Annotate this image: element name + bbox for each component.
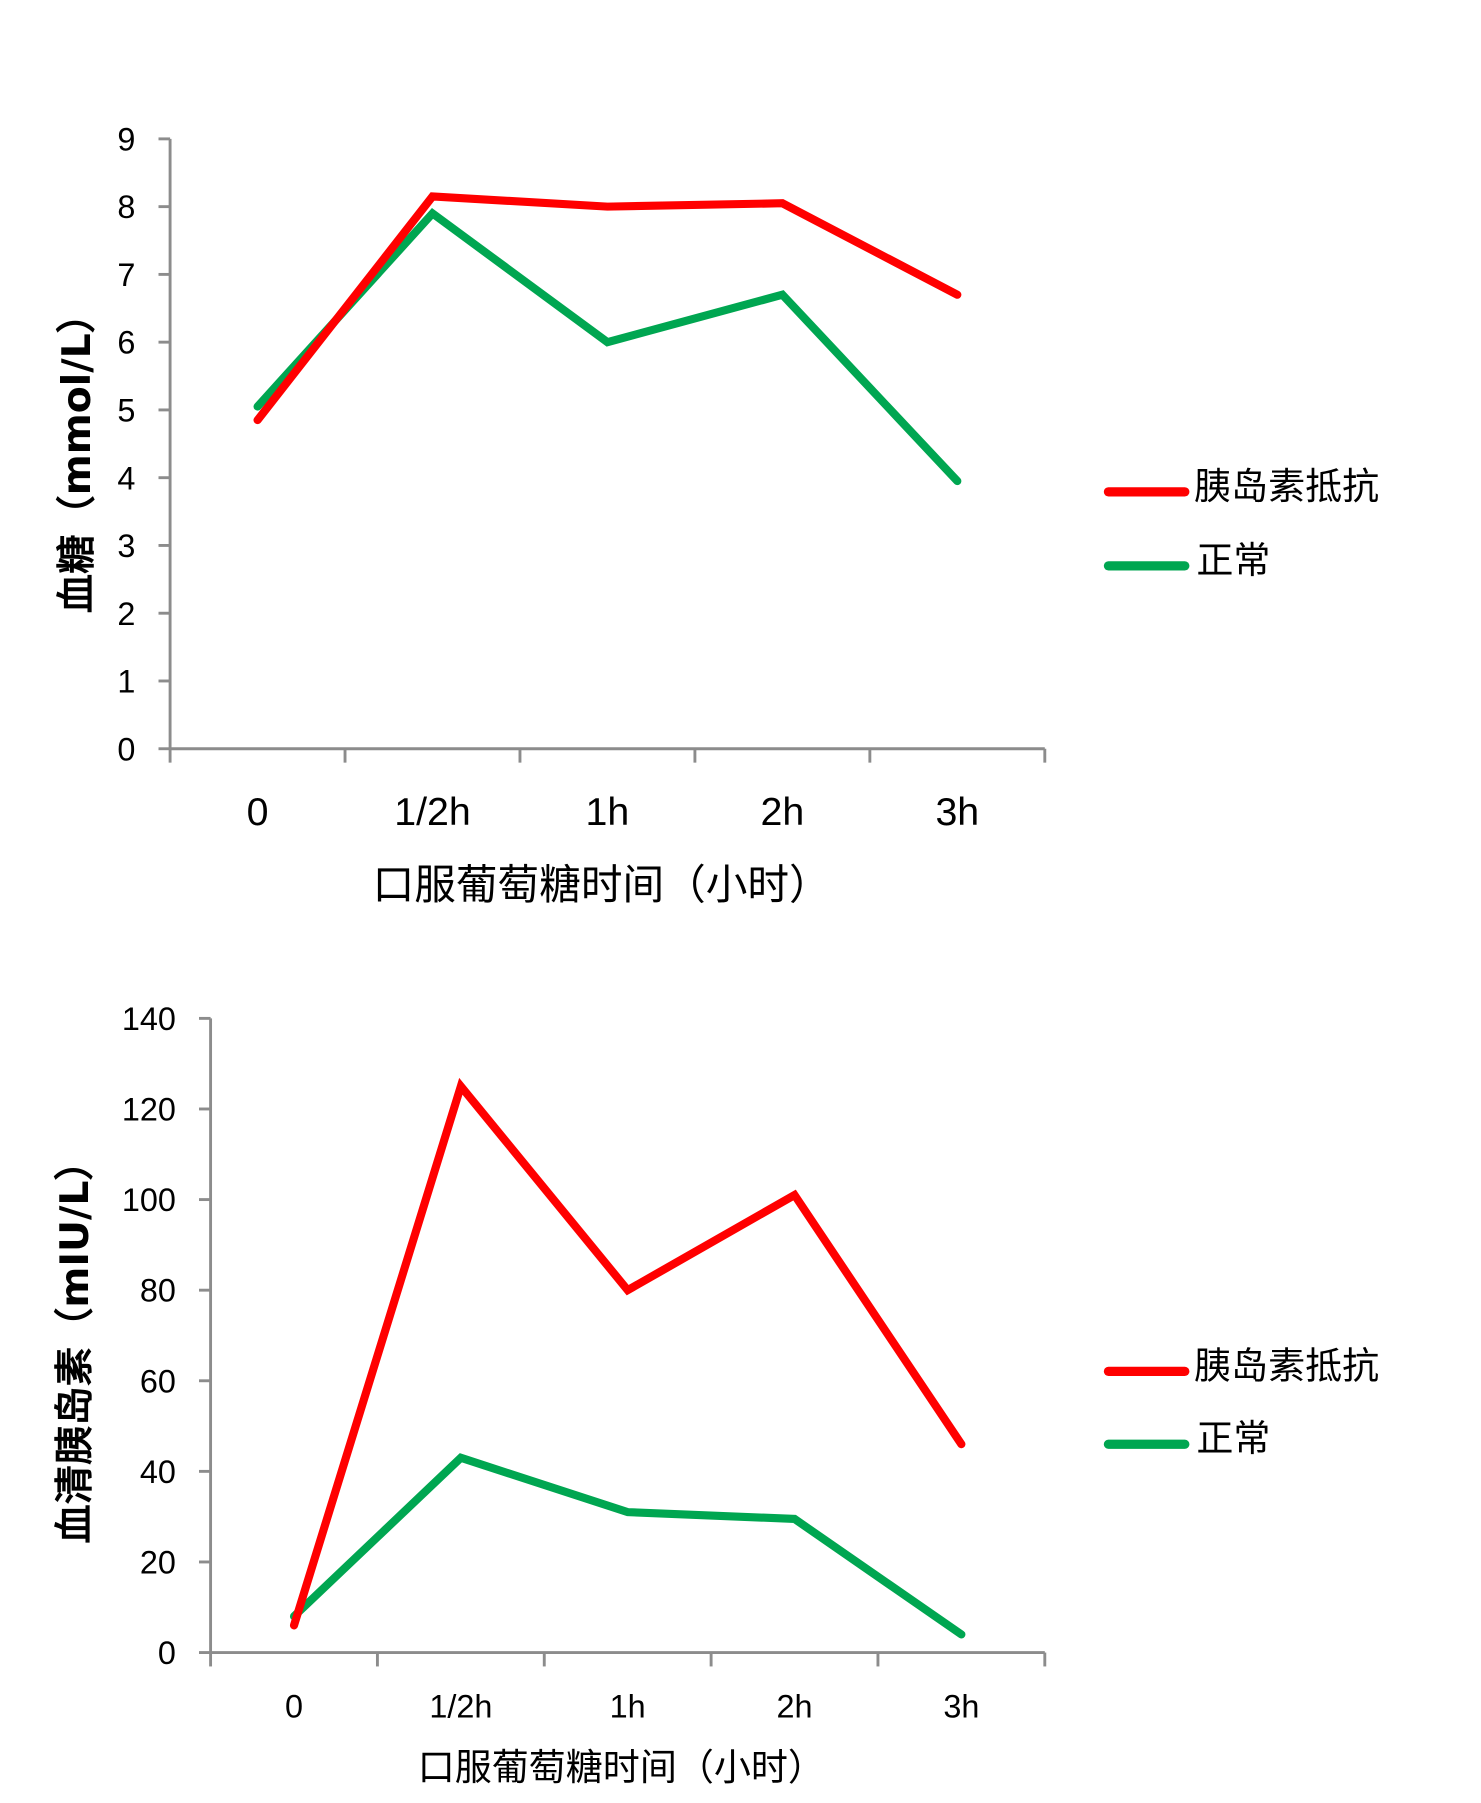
series-line-normal (253, 207, 962, 486)
y-tick-label: 100 (122, 1182, 176, 1218)
x-tick-label: 3h (943, 1688, 979, 1724)
y-tick-label: 5 (117, 392, 135, 428)
x-axis-ticks: 0 1/2h 1h 2h 3h (209, 1652, 1047, 1724)
y-tick-label: 0 (117, 731, 135, 767)
series-line-insulin-resistance (253, 192, 962, 425)
y-tick-label: 7 (117, 257, 135, 293)
series-line-normal (289, 1453, 966, 1639)
legend-label-resistance: 胰岛素抵抗 (1194, 1344, 1379, 1387)
series-line-insulin-resistance (289, 1077, 966, 1630)
x-axis-ticks: 0 1/2h 1h 2h 3h (168, 748, 1047, 834)
y-axis-title: 血清胰岛素（mIU/L） (52, 1141, 98, 1543)
series-lines (253, 192, 962, 486)
x-tick-label: 2h (761, 790, 805, 834)
x-tick-label: 1h (586, 790, 630, 834)
y-tick-label: 120 (122, 1092, 176, 1128)
y-tick-label: 8 (117, 189, 135, 225)
x-axis-title: 口服葡萄糖时间（小时） (373, 860, 831, 909)
x-tick-label: 1/2h (394, 790, 471, 834)
x-axis-title: 口服葡萄糖时间（小时） (418, 1746, 825, 1789)
x-tick-label: 2h (777, 1688, 813, 1724)
y-tick-label: 4 (117, 460, 135, 496)
y-tick-label: 40 (140, 1454, 176, 1490)
y-axis-title: 血糖（mmol/L） (54, 294, 100, 613)
y-tick-label: 6 (117, 325, 135, 361)
x-tick-label: 1h (610, 1688, 646, 1724)
legend: 胰岛素抵抗 正常 (1103, 465, 1379, 582)
x-tick-label: 3h (935, 790, 979, 834)
y-axis-ticks: 0 1 2 3 4 5 6 7 8 9 (117, 121, 171, 767)
x-tick-label: 0 (247, 790, 269, 834)
x-tick-label: 1/2h (429, 1688, 492, 1724)
legend: 胰岛素抵抗 正常 (1103, 1344, 1379, 1460)
legend-label-normal: 正常 (1196, 1417, 1270, 1460)
legend-label-normal: 正常 (1196, 539, 1270, 582)
y-tick-label: 140 (122, 1001, 176, 1037)
serum-insulin-chart: 0 20 40 60 80 100 120 140 0 1/2h 1h 2h 3h 血清胰岛素（mIU… (52, 1001, 1379, 1789)
blood-glucose-chart: 0 1 2 3 4 5 6 7 8 9 0 1/2h 1h 2h 3h 血糖（mmol/L） 口服葡萄糖时… (54, 121, 1379, 909)
y-tick-label: 9 (117, 121, 135, 157)
legend-label-resistance: 胰岛素抵抗 (1194, 465, 1379, 508)
y-tick-label: 80 (140, 1273, 176, 1309)
y-tick-label: 20 (140, 1545, 176, 1581)
y-tick-label: 0 (158, 1635, 176, 1671)
y-axis-ticks: 0 20 40 60 80 100 120 140 (122, 1001, 211, 1671)
y-tick-label: 60 (140, 1363, 176, 1399)
x-tick-label: 0 (285, 1688, 303, 1724)
y-tick-label: 2 (117, 596, 135, 632)
y-tick-label: 1 (117, 664, 135, 700)
series-lines (289, 1077, 966, 1639)
y-tick-label: 3 (117, 528, 135, 564)
